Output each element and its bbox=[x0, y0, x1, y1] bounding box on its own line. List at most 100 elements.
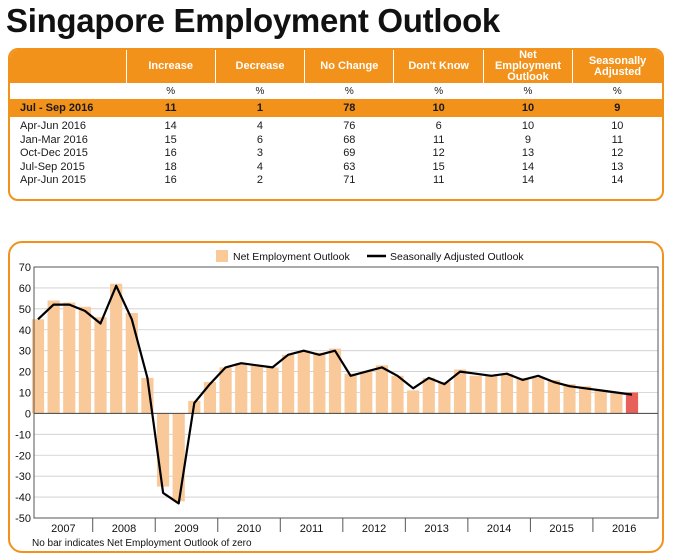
net-outlook-bar bbox=[344, 373, 357, 414]
table-cell: 76 bbox=[343, 120, 356, 132]
table-cell: Apr-Jun 2016 bbox=[20, 120, 87, 132]
net-outlook-bar bbox=[172, 413, 185, 502]
table-cell: Oct-Dec 2015 bbox=[20, 147, 88, 159]
year-label: 2010 bbox=[237, 523, 261, 535]
table-cell: 15 bbox=[432, 160, 445, 173]
year-label: 2015 bbox=[549, 523, 573, 535]
table-cell: 14 bbox=[521, 174, 535, 186]
axes bbox=[33, 266, 659, 532]
table-row: Oct-Dec 2015 16 3 69 12 13 12 bbox=[10, 147, 662, 161]
y-tick-label: 0 bbox=[25, 408, 31, 420]
net-outlook-bar bbox=[547, 379, 560, 414]
net-outlook-bar bbox=[391, 375, 404, 414]
legend-label-line: Seasonally Adjusted Outlook bbox=[390, 251, 524, 263]
table-cell: Jan-Mar 2016 bbox=[20, 133, 88, 146]
table-cell: 63 bbox=[343, 160, 356, 173]
net-outlook-bar bbox=[250, 365, 263, 414]
net-outlook-bar bbox=[407, 390, 420, 414]
y-tick-label: -50 bbox=[15, 513, 31, 525]
year-label: 2012 bbox=[362, 523, 386, 535]
year-label: 2011 bbox=[300, 523, 324, 535]
net-outlook-bar bbox=[297, 350, 310, 414]
net-outlook-bar bbox=[110, 283, 123, 414]
table-cell: 10 bbox=[611, 120, 624, 132]
unit-cell bbox=[10, 83, 126, 99]
table-cell: Jul-Sep 2015 bbox=[20, 160, 85, 173]
year-label: 2016 bbox=[612, 523, 636, 535]
year-label: 2013 bbox=[424, 523, 448, 535]
table-cell: 6 bbox=[435, 120, 442, 132]
header-net-line-1: Net Employment bbox=[494, 49, 561, 72]
y-tick-label: -40 bbox=[15, 492, 31, 504]
header-sa-line-2: Adjusted bbox=[594, 65, 642, 78]
net-outlook-bar bbox=[203, 382, 217, 414]
table-cell: 9 bbox=[572, 99, 662, 117]
net-outlook-bar bbox=[438, 382, 451, 414]
unit-cell: % bbox=[523, 85, 533, 97]
unit-cell: % bbox=[434, 85, 444, 97]
net-outlook-bar bbox=[579, 386, 592, 414]
table-cell: 11 bbox=[611, 133, 624, 146]
net-outlook-bar bbox=[125, 313, 138, 414]
header-net-line-2: Outlook bbox=[507, 71, 549, 83]
net-outlook-bar bbox=[219, 367, 232, 414]
page-title: Singapore Employment Outlook bbox=[6, 2, 500, 39]
net-outlook-bar bbox=[235, 363, 248, 414]
bars bbox=[31, 283, 639, 502]
header-period bbox=[10, 50, 126, 83]
table-cell: 13 bbox=[611, 160, 624, 173]
net-outlook-bar bbox=[453, 369, 467, 414]
header-increase: Increase bbox=[125, 50, 216, 83]
unit-cell: % bbox=[255, 85, 265, 97]
header-seasonally-adjusted: Seasonally Adjusted bbox=[572, 50, 662, 83]
net-outlook-bar bbox=[156, 413, 170, 487]
header-sa-line-1: Seasonally bbox=[588, 54, 647, 67]
net-outlook-bar bbox=[625, 392, 639, 414]
table-cell: 11 bbox=[432, 133, 445, 146]
table-cell: 1 bbox=[215, 99, 305, 117]
y-tick-label: 10 bbox=[19, 388, 31, 400]
y-tick-label: 50 bbox=[19, 304, 31, 316]
table-cell: 16 bbox=[164, 147, 177, 159]
table-row: Jan-Mar 2016 15 6 68 11 9 11 bbox=[10, 134, 662, 148]
seasonally-adjusted-line bbox=[37, 284, 633, 505]
current-quarter-row: Jul - Sep 2016 11 1 78 10 10 9 bbox=[10, 99, 662, 117]
net-outlook-bar bbox=[469, 375, 482, 414]
y-tick-label: 40 bbox=[19, 325, 31, 337]
table-cell: 78 bbox=[304, 99, 394, 117]
net-outlook-bar bbox=[375, 365, 388, 414]
table-cell: 10 bbox=[483, 99, 573, 117]
net-outlook-bar bbox=[563, 384, 576, 414]
legend-swatch-bar bbox=[216, 250, 228, 262]
unit-cell: % bbox=[344, 85, 354, 97]
net-outlook-bar bbox=[47, 300, 60, 414]
net-outlook-bar bbox=[360, 371, 373, 414]
table-cell: Jul - Sep 2016 bbox=[10, 99, 126, 117]
net-outlook-bar bbox=[594, 390, 607, 414]
y-tick-label: 20 bbox=[19, 367, 31, 379]
table-cell: 69 bbox=[343, 147, 356, 159]
unit-cell: % bbox=[612, 85, 622, 97]
net-outlook-bar bbox=[266, 367, 279, 414]
y-tick-label: -10 bbox=[15, 429, 31, 441]
header-decrease: Decrease bbox=[214, 50, 305, 83]
chart-panel: Net Employment Outlook Seasonally Adjust… bbox=[8, 241, 664, 553]
table-cell: 68 bbox=[343, 133, 356, 146]
table-cell: 10 bbox=[393, 99, 484, 117]
units-row: % % % % % % bbox=[10, 83, 662, 99]
table-header-row: Increase Decrease No Change Don't Know N… bbox=[10, 50, 662, 83]
net-outlook-bar bbox=[63, 302, 76, 414]
net-outlook-bar bbox=[500, 373, 514, 414]
net-outlook-bar bbox=[313, 352, 326, 414]
table-cell: 9 bbox=[524, 133, 532, 146]
net-outlook-bar bbox=[516, 377, 529, 414]
table-cell: 11 bbox=[126, 99, 216, 117]
table-cell: 14 bbox=[521, 160, 535, 173]
table-cell: 14 bbox=[164, 120, 177, 132]
table-cell: 15 bbox=[164, 133, 177, 146]
net-outlook-bar bbox=[282, 354, 295, 414]
net-outlook-bar bbox=[31, 319, 45, 414]
table-cell: 6 bbox=[256, 133, 264, 146]
unit-cell: % bbox=[166, 85, 176, 97]
year-label: 2014 bbox=[487, 523, 511, 535]
